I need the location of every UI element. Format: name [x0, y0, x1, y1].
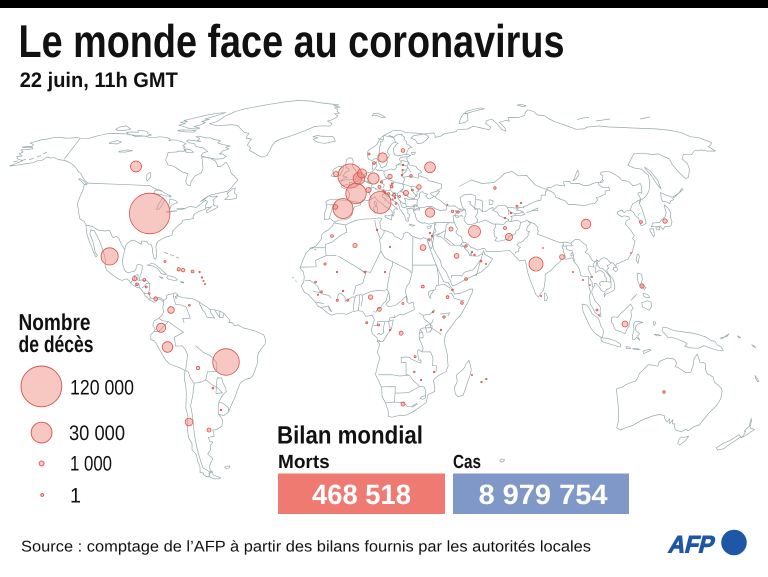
svg-text:1 000: 1 000	[70, 453, 112, 476]
svg-text:30 000: 30 000	[69, 422, 125, 445]
svg-text:1: 1	[70, 485, 81, 508]
svg-text:8 979 754: 8 979 754	[479, 479, 608, 510]
svg-text:22 juin, 11h GMT: 22 juin, 11h GMT	[20, 69, 178, 92]
svg-text:468 518: 468 518	[312, 479, 411, 510]
svg-text:Le monde face au coronavirus: Le monde face au coronavirus	[19, 15, 565, 67]
svg-text:120 000: 120 000	[70, 377, 134, 400]
svg-text:AFP: AFP	[666, 532, 718, 559]
svg-text:de décès: de décès	[19, 331, 94, 357]
svg-text:Morts: Morts	[278, 452, 330, 473]
svg-text:Bilan mondial: Bilan mondial	[277, 422, 423, 450]
svg-text:Source : comptage de l’AFP à p: Source : comptage de l’AFP à partir des …	[21, 539, 591, 556]
svg-text:Cas: Cas	[453, 452, 481, 473]
svg-text:Nombre: Nombre	[19, 309, 91, 335]
